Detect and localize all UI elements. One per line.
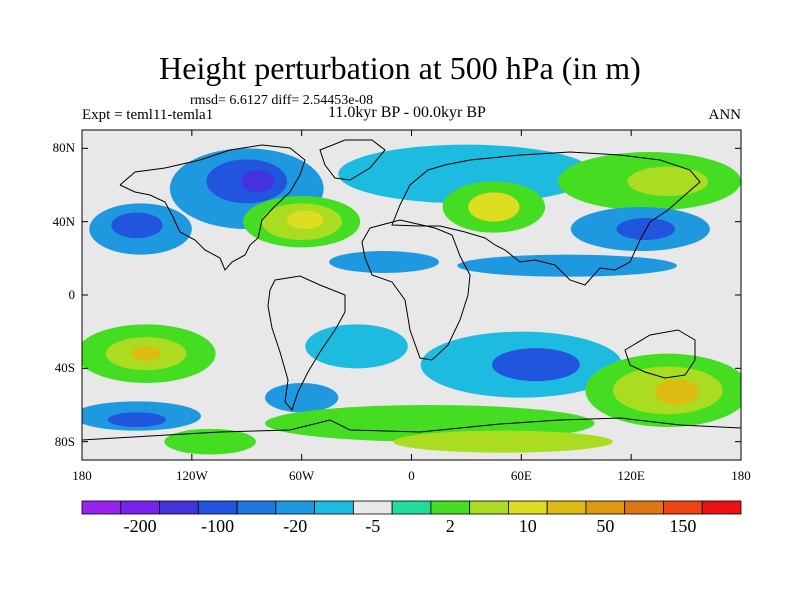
y-tick-label: 80S (54, 433, 75, 449)
colorbar-box (120, 500, 160, 515)
y-tick-label: 0 (68, 287, 76, 302)
colorbar-box (624, 500, 664, 515)
coastline-greenland (319, 139, 386, 181)
contour-region-28 (164, 428, 256, 455)
colorbar-box (585, 500, 626, 515)
colorbar-box (663, 500, 703, 515)
coastline-antarctica (82, 417, 741, 441)
colorbar-label: -100 (201, 516, 235, 536)
rmsd-stats-label: rmsd= 6.6127 diff= 2.54453e-08 (190, 93, 374, 108)
contour-features (82, 144, 741, 455)
x-tick-label: 0 (408, 468, 415, 483)
colorbar-box (391, 500, 432, 515)
colorbar (81, 500, 742, 515)
contour-region-16 (457, 254, 677, 277)
colorbar-box (352, 500, 393, 515)
colorbar-box (508, 500, 548, 515)
colorbar-label: 2 (445, 516, 455, 536)
contour-region-8 (338, 144, 595, 204)
coastline-australia (624, 329, 696, 379)
season-label: ANN (708, 107, 742, 123)
x-tick-label: 120E (617, 468, 645, 483)
colorbar-label: 150 (669, 516, 697, 536)
experiment-label: Expt = teml11-temla1 (82, 107, 214, 123)
contour-region-1 (111, 212, 163, 239)
contour-region-12 (627, 166, 709, 196)
colorbar-box (159, 500, 199, 515)
contour-region-31 (393, 430, 613, 453)
x-tick-label: 120W (175, 468, 208, 483)
contour-region-7 (287, 210, 324, 229)
y-tick-label: 80N (52, 140, 75, 156)
contour-region-15 (329, 251, 439, 273)
colorbar-box (236, 500, 277, 515)
map-title: Height perturbation at 500 hPa (in m) (159, 50, 641, 86)
contour-region-10 (468, 192, 520, 222)
contour-region-27 (107, 412, 167, 427)
contour-region-29 (265, 383, 339, 413)
contour-region-25 (654, 379, 699, 405)
coastline-north-america (119, 144, 306, 271)
colorbar-box (275, 500, 315, 515)
colorbar-label: -5 (365, 516, 381, 536)
contour-region-22 (492, 348, 580, 382)
colorbar-label: -200 (123, 516, 157, 536)
x-tick-label: 180 (731, 468, 751, 483)
coastlines (82, 139, 741, 441)
colorbar-label: -20 (283, 516, 308, 536)
coastline-south-america (267, 275, 346, 411)
coastline-africa (361, 219, 471, 361)
contour-region-4 (241, 170, 275, 193)
x-tick-label: 60E (510, 468, 532, 483)
contour-region-19 (131, 346, 161, 361)
axis-ticks (81, 130, 742, 460)
coastline-eurasia (391, 151, 701, 286)
colorbar-box (197, 500, 238, 515)
colorbar-label: 10 (518, 516, 537, 536)
colorbar-label: 50 (596, 516, 615, 536)
x-tick-label: 60W (289, 468, 315, 483)
y-tick-label: 40S (54, 360, 75, 376)
colorbar-box (430, 500, 471, 515)
x-tick-label: 180 (72, 468, 92, 483)
colorbar-box (314, 500, 354, 515)
colorbar-box (469, 500, 509, 515)
y-tick-label: 40N (52, 213, 75, 229)
period-label: 11.0kyr BP - 00.0kyr BP (328, 104, 486, 121)
contour-region-20 (305, 324, 408, 369)
colorbar-box (546, 500, 587, 515)
colorbar-box (701, 500, 742, 515)
map-plot-area (82, 130, 741, 460)
colorbar-box (81, 500, 122, 515)
